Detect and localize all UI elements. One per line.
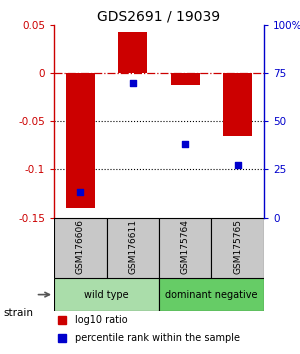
Text: GSM175764: GSM175764: [181, 219, 190, 274]
Bar: [159, 217, 211, 278]
Point: [235, 162, 240, 168]
Text: dominant negative: dominant negative: [165, 290, 258, 299]
Bar: [66, 73, 95, 208]
Bar: [118, 33, 147, 73]
Bar: [106, 217, 159, 278]
Bar: [223, 73, 252, 136]
Text: percentile rank within the sample: percentile rank within the sample: [75, 333, 240, 343]
Bar: [159, 278, 264, 311]
Bar: [212, 217, 264, 278]
Bar: [54, 217, 106, 278]
Text: strain: strain: [3, 308, 33, 318]
Text: GSM176606: GSM176606: [76, 219, 85, 274]
Text: wild type: wild type: [84, 290, 129, 299]
Point: [130, 80, 135, 85]
Text: GSM175765: GSM175765: [233, 219, 242, 274]
Point: [183, 142, 188, 147]
Bar: [171, 73, 200, 85]
Text: GSM176611: GSM176611: [128, 219, 137, 274]
Text: log10 ratio: log10 ratio: [75, 315, 128, 325]
Title: GDS2691 / 19039: GDS2691 / 19039: [98, 10, 220, 24]
Bar: [54, 278, 159, 311]
Point: [78, 190, 83, 195]
